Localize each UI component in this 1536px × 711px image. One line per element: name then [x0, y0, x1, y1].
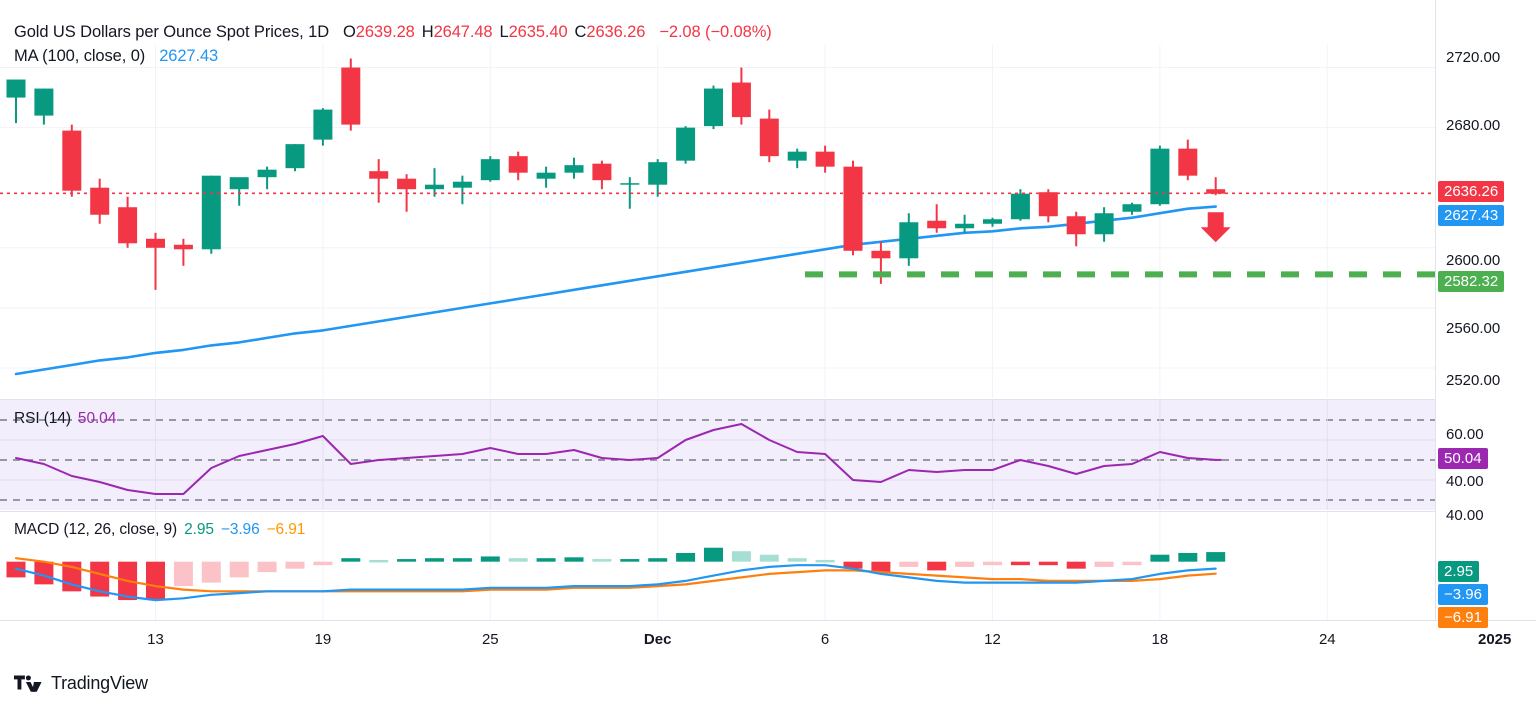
high-value: 2647.48: [433, 23, 493, 41]
macd-title: MACD (12, 26, close, 9): [14, 521, 178, 538]
macd-value-badge[interactable]: 2.95: [1438, 561, 1480, 582]
price-tick-2560: 2560.00: [1446, 320, 1501, 337]
time-tick-6: 6: [820, 631, 830, 648]
low-value: 2635.40: [508, 23, 568, 41]
time-tick-19: 19: [314, 631, 332, 648]
close-price-badge[interactable]: 2636.26: [1438, 181, 1505, 202]
close-value: 2636.26: [586, 23, 646, 41]
symbol-title[interactable]: Gold US Dollars per Ounce Spot Prices, 1…: [14, 23, 330, 41]
hist-value-badge[interactable]: −6.91: [1438, 607, 1488, 628]
price-tick-2720: 2720.00: [1446, 49, 1501, 66]
ma-legend[interactable]: MA (100, close, 0) 2627.43: [14, 47, 218, 66]
price-tick-2600: 2600.00: [1446, 252, 1501, 269]
open-value: 2639.28: [355, 23, 415, 41]
rsi-tick-60: 60.00: [1446, 426, 1484, 443]
rsi-value: 50.04: [77, 410, 117, 427]
rsi-tick-40: 40.00: [1446, 473, 1484, 490]
ma-price-badge[interactable]: 2627.43: [1438, 205, 1505, 226]
macd-series-svg: [6, 512, 1328, 620]
rsi-legend[interactable]: RSI (14) 50.04: [14, 410, 116, 428]
price-pane[interactable]: [0, 45, 1435, 398]
high-key: H: [421, 23, 434, 41]
support-price-badge[interactable]: 2582.32: [1438, 271, 1505, 292]
rsi-pane[interactable]: [0, 400, 1435, 510]
sell-arrow-marker: [1200, 212, 1231, 243]
rsi-series-svg: [0, 400, 1435, 510]
time-tick-24: 24: [1318, 631, 1336, 648]
rsi-value-badge[interactable]: 50.04: [1438, 448, 1488, 469]
macd-signal-value: −3.96: [220, 521, 260, 538]
macd-pane[interactable]: [0, 512, 1435, 620]
price-plot[interactable]: [0, 45, 1435, 398]
pane-separator-macd: [0, 511, 1536, 512]
macd-tick-40: 40.00: [1446, 507, 1484, 524]
macd-value: 2.95: [184, 521, 214, 538]
price-tick-2680: 2680.00: [1446, 117, 1501, 134]
macd-hist-value: −6.91: [266, 521, 306, 538]
time-tick-12: 12: [984, 631, 1001, 648]
macd-legend[interactable]: MACD (12, 26, close, 9) 2.95 −3.96 −6.91: [14, 521, 305, 539]
price-tick-2520: 2520.00: [1446, 372, 1501, 389]
time-tick-dec: Dec: [643, 631, 672, 648]
time-tick-25: 25: [481, 631, 499, 648]
time-tick-2025: 2025: [1478, 631, 1512, 648]
price-series-svg: [0, 45, 1435, 398]
time-tick-18: 18: [1151, 631, 1169, 648]
price-scale[interactable]: 2720.00 2680.00 2600.00 2560.00 2520.00 …: [1435, 0, 1536, 628]
tradingview-logo[interactable]: TradingView: [14, 673, 148, 694]
time-tick-13: 13: [147, 631, 164, 648]
tradingview-mark-icon: [14, 674, 42, 692]
ma-value: 2627.43: [159, 47, 219, 65]
main-legend: Gold US Dollars per Ounce Spot Prices, 1…: [14, 23, 772, 42]
close-key: C: [574, 23, 587, 41]
open-key: O: [343, 23, 356, 41]
ma-title: MA (100, close, 0): [14, 47, 146, 65]
tradingview-wordmark: TradingView: [51, 673, 148, 693]
signal-value-badge[interactable]: −3.96: [1438, 584, 1488, 605]
pane-separator-rsi: [0, 399, 1536, 400]
rsi-plot[interactable]: [0, 400, 1435, 510]
rsi-title: RSI (14): [14, 410, 71, 427]
footer: TradingView: [0, 660, 1536, 711]
time-scale[interactable]: 7131925Dec61218242025711: [0, 620, 1536, 660]
low-key: L: [499, 23, 509, 41]
macd-plot[interactable]: [0, 512, 1435, 620]
change-value: −2.08 (−0.08%): [659, 23, 772, 41]
